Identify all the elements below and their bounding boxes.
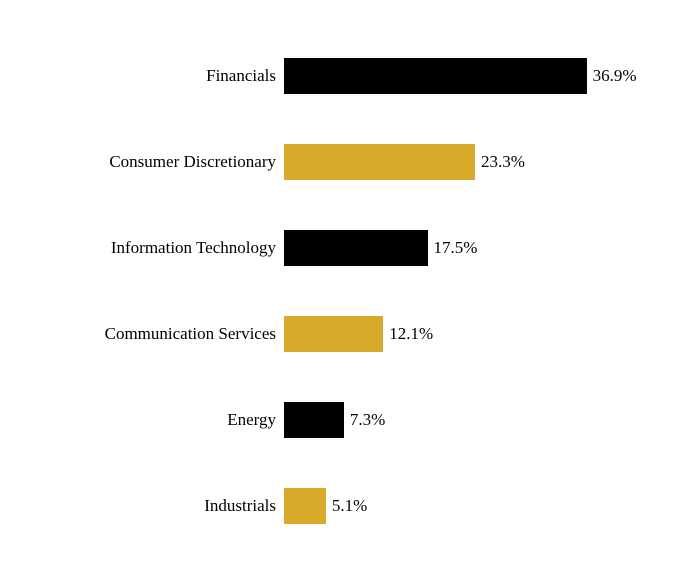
bar-communication-services (284, 316, 383, 352)
bar-energy (284, 402, 344, 438)
category-label: Communication Services (105, 324, 276, 344)
bar-row: Information Technology 17.5% (0, 230, 696, 266)
sector-allocation-chart: Financials 36.9% Consumer Discretionary … (0, 0, 696, 588)
value-label: 23.3% (481, 152, 525, 172)
category-label: Energy (227, 410, 276, 430)
category-label: Consumer Discretionary (109, 152, 276, 172)
value-label: 7.3% (350, 410, 385, 430)
category-label: Financials (206, 66, 276, 86)
bar-industrials (284, 488, 326, 524)
bar-financials (284, 58, 587, 94)
value-label: 12.1% (389, 324, 433, 344)
bar-information-technology (284, 230, 428, 266)
value-label: 36.9% (593, 66, 637, 86)
category-label: Industrials (204, 496, 276, 516)
value-label: 17.5% (434, 238, 478, 258)
bar-row: Financials 36.9% (0, 58, 696, 94)
bar-consumer-discretionary (284, 144, 475, 180)
bar-row: Industrials 5.1% (0, 488, 696, 524)
bar-row: Consumer Discretionary 23.3% (0, 144, 696, 180)
value-label: 5.1% (332, 496, 367, 516)
bar-row: Communication Services 12.1% (0, 316, 696, 352)
bar-row: Energy 7.3% (0, 402, 696, 438)
category-label: Information Technology (111, 238, 276, 258)
